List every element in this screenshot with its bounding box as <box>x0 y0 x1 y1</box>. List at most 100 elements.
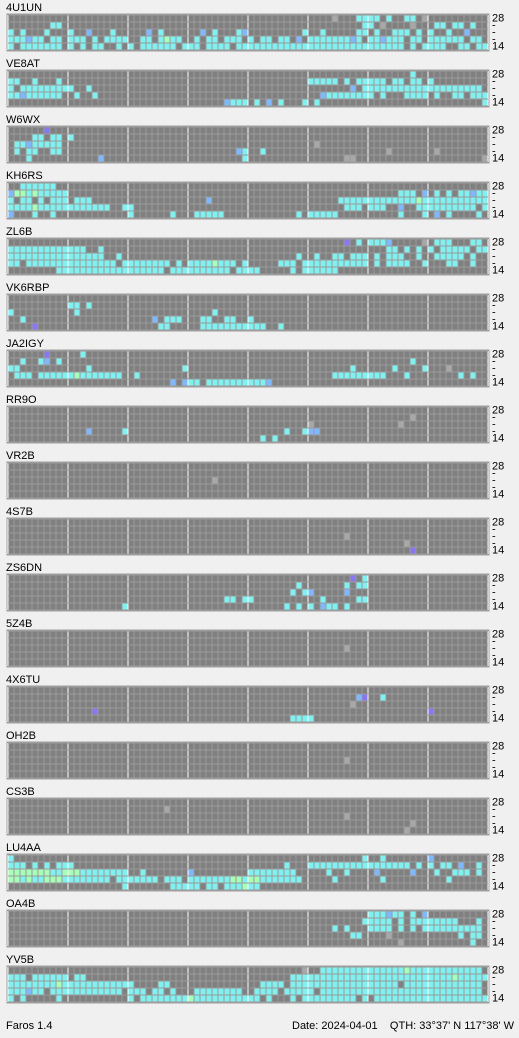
signal-cell <box>68 372 74 379</box>
signal-cell <box>458 974 464 981</box>
signal-cell <box>368 918 374 925</box>
signal-cell <box>56 988 62 995</box>
signal-cell <box>290 589 296 596</box>
band-label: - <box>492 915 496 927</box>
signal-cell <box>332 15 338 22</box>
signal-cell <box>104 204 110 211</box>
signal-cell <box>212 379 218 386</box>
signal-cell <box>236 988 242 995</box>
signal-cell <box>290 715 296 722</box>
signal-cell <box>434 981 440 988</box>
band-label: - <box>492 642 496 654</box>
signal-cell <box>428 29 434 36</box>
signal-cell <box>308 421 314 428</box>
signal-cell <box>230 379 236 386</box>
signal-cell <box>134 372 140 379</box>
signal-cell <box>146 267 152 274</box>
signal-cell <box>38 197 44 204</box>
signal-cell <box>86 204 92 211</box>
signal-cell <box>14 92 20 99</box>
signal-cell <box>212 477 218 484</box>
signal-cell <box>62 988 68 995</box>
signal-cell <box>194 883 200 890</box>
signal-cell <box>272 981 278 988</box>
signal-cell <box>338 253 344 260</box>
signal-cell <box>212 876 218 883</box>
signal-cell <box>392 988 398 995</box>
band-label: - <box>492 593 496 605</box>
signal-cell <box>464 43 470 50</box>
signal-cell <box>422 92 428 99</box>
signal-cell <box>128 260 134 267</box>
signal-cell <box>476 967 482 974</box>
signal-cell <box>476 190 482 197</box>
signal-cell <box>410 911 416 918</box>
band-label: 14 <box>492 152 504 164</box>
signal-cell <box>386 974 392 981</box>
signal-cell <box>356 36 362 43</box>
signal-cell <box>44 974 50 981</box>
band-label: 14 <box>492 544 504 556</box>
signal-cell <box>302 428 308 435</box>
band-label: - <box>492 33 496 45</box>
signal-cell <box>44 92 50 99</box>
signal-cell <box>134 267 140 274</box>
signal-cell <box>38 134 44 141</box>
signal-cell <box>446 239 452 246</box>
signal-cell <box>14 204 20 211</box>
signal-cell <box>434 190 440 197</box>
signal-cell <box>320 211 326 218</box>
signal-cell <box>344 645 350 652</box>
signal-cell <box>476 932 482 939</box>
signal-cell <box>284 869 290 876</box>
band-label: 28 <box>492 124 504 136</box>
signal-cell <box>32 36 38 43</box>
signal-cell <box>326 43 332 50</box>
station-name: CS3B <box>6 786 35 798</box>
signal-cell <box>170 211 176 218</box>
signal-cell <box>464 981 470 988</box>
signal-cell <box>446 85 452 92</box>
signal-cell <box>182 365 188 372</box>
signal-cell <box>332 981 338 988</box>
signal-cell <box>20 92 26 99</box>
signal-cell <box>158 995 164 1002</box>
signal-cell <box>338 995 344 1002</box>
signal-cell <box>362 15 368 22</box>
signal-cell <box>62 197 68 204</box>
signal-cell <box>356 988 362 995</box>
signal-cell <box>32 862 38 869</box>
signal-cell <box>374 253 380 260</box>
signal-cell <box>8 204 14 211</box>
signal-cell <box>68 302 74 309</box>
signal-cell <box>278 869 284 876</box>
signal-cell <box>248 883 254 890</box>
signal-cell <box>188 267 194 274</box>
signal-cell <box>230 260 236 267</box>
signal-cell <box>248 36 254 43</box>
signal-cell <box>368 92 374 99</box>
signal-cell <box>428 708 434 715</box>
signal-cell <box>230 596 236 603</box>
signal-cell <box>116 36 122 43</box>
band-label: - <box>492 299 496 311</box>
signal-cell <box>194 988 200 995</box>
signal-cell <box>128 204 134 211</box>
band-label: - <box>492 411 496 423</box>
band-label: - <box>492 530 496 542</box>
signal-cell <box>326 92 332 99</box>
signal-cell <box>242 267 248 274</box>
band-label: - <box>492 306 496 318</box>
signal-cell <box>86 428 92 435</box>
signal-cell <box>176 883 182 890</box>
signal-cell <box>26 141 32 148</box>
signal-cell <box>50 36 56 43</box>
signal-cell <box>458 862 464 869</box>
signal-cell <box>50 43 56 50</box>
signal-cell <box>296 36 302 43</box>
station-name: ZS6DN <box>6 562 42 574</box>
signal-cell <box>404 29 410 36</box>
signal-cell <box>464 995 470 1002</box>
signal-cell <box>50 260 56 267</box>
signal-cell <box>278 981 284 988</box>
